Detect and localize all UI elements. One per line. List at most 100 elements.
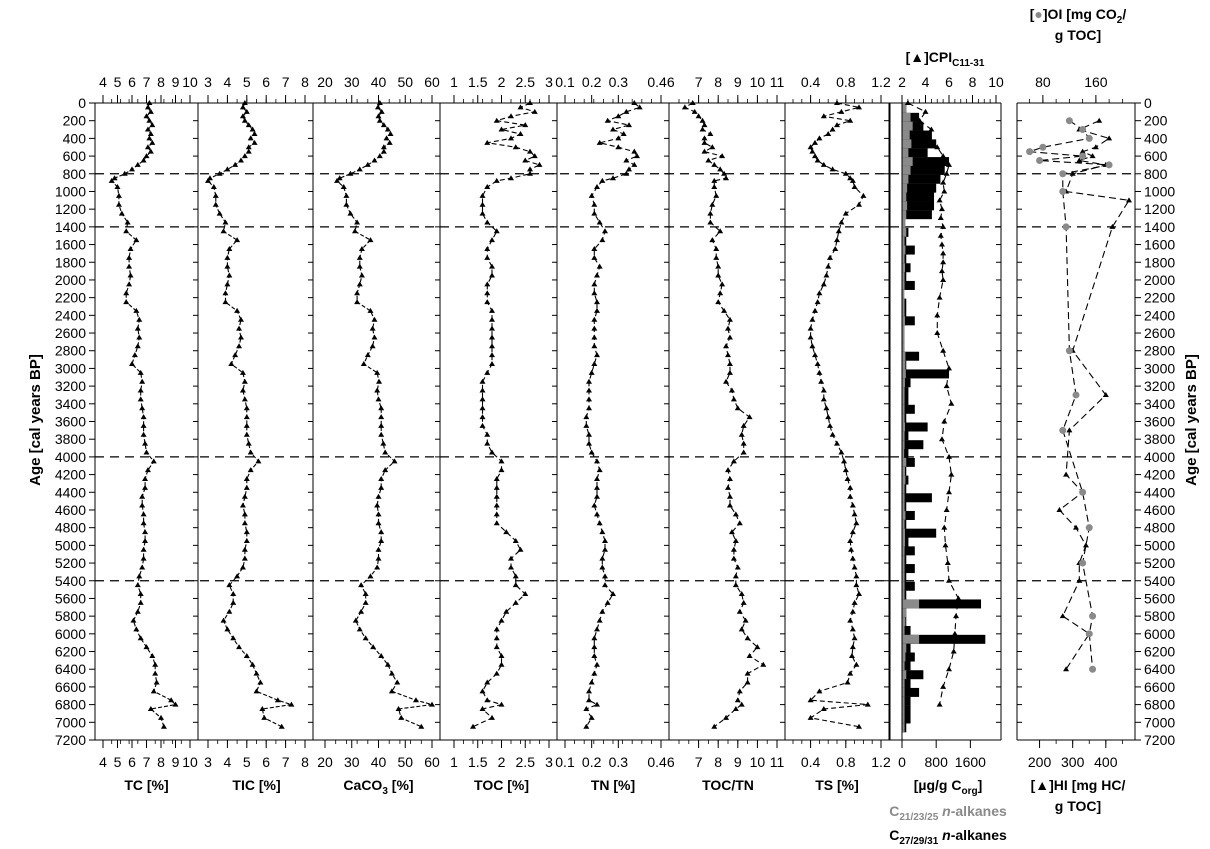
data-point bbox=[352, 617, 359, 623]
data-point bbox=[695, 113, 702, 119]
data-point bbox=[522, 591, 529, 597]
data-point bbox=[205, 177, 211, 183]
x-tick-label-top: 0.4 bbox=[801, 74, 821, 90]
data-point bbox=[522, 157, 529, 163]
age-tick-label-right: 4400 bbox=[1144, 484, 1175, 500]
x-tick-label-bottom: 50 bbox=[397, 754, 413, 770]
data-point bbox=[376, 117, 383, 123]
oi-point bbox=[1105, 161, 1113, 169]
data-point bbox=[489, 352, 495, 358]
data-point bbox=[484, 184, 491, 190]
age-tick-label-left: 4400 bbox=[55, 484, 86, 500]
data-point bbox=[484, 254, 491, 260]
data-point bbox=[527, 148, 533, 154]
bar-c27-29-31 bbox=[902, 670, 924, 680]
data-point bbox=[498, 458, 505, 464]
data-point bbox=[158, 714, 164, 720]
data-point bbox=[586, 387, 592, 393]
data-point bbox=[383, 135, 390, 141]
data-point bbox=[261, 714, 268, 720]
data-point bbox=[814, 157, 821, 163]
bar-c21-23-25 bbox=[902, 440, 905, 450]
data-point bbox=[133, 307, 140, 313]
age-tick-label-left: 5400 bbox=[55, 573, 86, 589]
hi-point bbox=[1056, 506, 1063, 512]
bar-c21-23-25 bbox=[902, 104, 907, 113]
panel-title: TS [%] bbox=[815, 777, 859, 793]
data-point bbox=[489, 237, 495, 243]
bar-c21-23-25 bbox=[902, 369, 906, 379]
data-point bbox=[429, 701, 435, 707]
data-point bbox=[744, 635, 751, 641]
data-point bbox=[493, 228, 500, 234]
x-tick-label-bottom: 20 bbox=[317, 754, 333, 770]
data-point bbox=[736, 688, 743, 694]
data-point bbox=[367, 237, 374, 243]
data-point bbox=[146, 135, 153, 141]
legend-grey: C21/23/25 n-alkanes bbox=[889, 803, 1007, 823]
cpi-point bbox=[916, 117, 923, 123]
data-point bbox=[111, 175, 118, 181]
data-point bbox=[721, 307, 728, 313]
oi-point bbox=[1036, 157, 1044, 165]
data-point bbox=[234, 237, 241, 243]
bar-c27-29-31 bbox=[902, 165, 945, 175]
data-point bbox=[241, 378, 248, 384]
x-tick-label-bottom: 10 bbox=[750, 754, 766, 770]
bar-c21-23-25 bbox=[902, 245, 906, 255]
data-point bbox=[849, 608, 856, 614]
series-line bbox=[585, 102, 641, 727]
bar-c27-29-31 bbox=[902, 378, 911, 388]
data-point bbox=[829, 166, 836, 172]
oi-point bbox=[1079, 126, 1087, 134]
x-tick-label-top: 3 bbox=[204, 74, 212, 90]
data-point bbox=[378, 476, 385, 482]
bar-c21-23-25 bbox=[902, 705, 905, 715]
data-point bbox=[615, 135, 622, 141]
data-point bbox=[356, 166, 363, 172]
data-point bbox=[717, 228, 724, 234]
hi-line bbox=[1058, 120, 1130, 670]
cpi-point bbox=[934, 330, 941, 336]
bar-c27-29-31 bbox=[902, 457, 915, 467]
panel-7: 0.4 0.4 0.8 0.8 1.2 1.2 TS [%] bbox=[792, 74, 891, 793]
alkanes-panel: 0 800 1600 2 4 6 8 10[▲]CPIC11-31 [µg/g Corg] C21… bbox=[889, 49, 1007, 847]
data-point bbox=[586, 688, 592, 694]
data-point bbox=[602, 573, 608, 579]
data-point bbox=[740, 599, 747, 605]
data-point bbox=[602, 537, 608, 543]
data-point bbox=[615, 144, 622, 150]
data-point bbox=[825, 414, 832, 420]
data-point bbox=[374, 502, 381, 508]
data-point bbox=[378, 652, 385, 658]
data-point bbox=[369, 343, 376, 349]
data-point bbox=[479, 706, 486, 712]
data-point bbox=[212, 201, 219, 207]
data-point bbox=[380, 144, 387, 150]
data-point bbox=[245, 148, 252, 154]
age-tick-label-left: 7000 bbox=[55, 714, 86, 730]
data-point bbox=[224, 254, 231, 260]
data-point bbox=[707, 210, 714, 216]
data-point bbox=[610, 175, 616, 181]
cpi-point bbox=[938, 241, 945, 247]
x-tick-label-top: 0.8 bbox=[836, 74, 856, 90]
data-point bbox=[146, 100, 153, 105]
x-tick-label-bottom: 3 bbox=[545, 754, 553, 770]
bar-c27-29-31 bbox=[902, 130, 932, 140]
data-point bbox=[591, 652, 598, 658]
x-tick-label-bottom: 300 bbox=[1061, 754, 1085, 770]
bar-c21-23-25 bbox=[902, 280, 905, 290]
data-point bbox=[243, 652, 250, 658]
bar-c21-23-25 bbox=[902, 634, 920, 644]
x-tick-label-bottom: 4 bbox=[224, 754, 232, 770]
x-tick-label-bottom: 0 bbox=[898, 754, 906, 770]
age-tick-label-right: 4200 bbox=[1144, 467, 1175, 483]
age-tick-label-left: 3400 bbox=[55, 396, 86, 412]
data-point bbox=[860, 192, 867, 198]
cpi-point bbox=[946, 489, 952, 495]
data-point bbox=[713, 245, 720, 251]
cpi-point bbox=[943, 383, 950, 389]
data-point bbox=[842, 210, 849, 216]
